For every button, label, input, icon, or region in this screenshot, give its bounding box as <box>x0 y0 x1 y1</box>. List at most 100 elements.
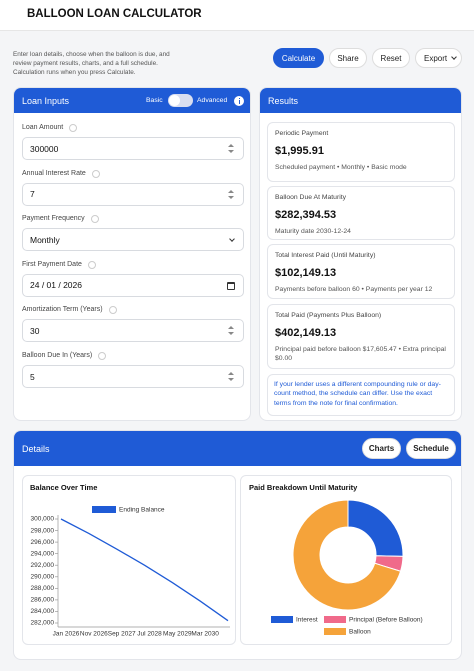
top-bar <box>0 0 474 31</box>
calendar-icon <box>227 281 235 290</box>
slice <box>292 499 402 611</box>
reset-button[interactable]: Reset <box>372 48 410 68</box>
x-tick-label: Sep 2027 <box>108 631 136 638</box>
slice <box>347 499 404 557</box>
y-tick-label: 282,000 <box>31 620 55 627</box>
legend-label: Principal (Before Balloon) <box>349 617 423 624</box>
field-value: 300000 <box>30 143 59 154</box>
result-card: Periodic Payment $1,995.91 Scheduled payme… <box>267 122 455 182</box>
x-tick-label: Nov 2026 <box>80 631 108 638</box>
result-card: Total Interest Paid (Until Maturity) $102… <box>267 244 455 299</box>
y-tick-label: 298,000 <box>31 527 55 534</box>
chevron <box>451 54 457 60</box>
help-icon <box>88 260 96 269</box>
legend-swatch <box>92 506 116 513</box>
spin-up <box>228 326 234 330</box>
x-tick-label: Jan 2026 <box>53 631 80 638</box>
spin-up <box>228 372 234 375</box>
help-icon <box>109 306 117 315</box>
y-tick-label: 288,000 <box>31 585 55 592</box>
result-value: $402,149.13 <box>275 327 337 339</box>
field-input[interactable]: 5 <box>22 365 244 388</box>
field-value: Monthly <box>30 234 60 245</box>
y-tick-label: 284,000 <box>31 608 55 615</box>
mode-advanced[interactable]: Advanced <box>197 97 228 104</box>
result-value: $282,394.53 <box>275 209 337 221</box>
spin-down <box>228 332 234 336</box>
y-tick-label: 300,000 <box>31 516 55 523</box>
help-icon <box>92 169 100 178</box>
toggle-knob <box>169 95 180 106</box>
info-icon[interactable] <box>234 96 244 106</box>
help-icon <box>69 124 77 132</box>
spin-down <box>228 378 234 381</box>
legend-swatch <box>324 628 346 635</box>
result-label: Periodic Payment <box>275 130 329 137</box>
x-tick-label: Jul 2028 <box>137 631 162 638</box>
result-label: Total Interest Paid (Until Maturity) <box>275 252 376 259</box>
inputs-panel: Loan Inputs Basic Advanced Loan Amount 30… <box>13 87 251 421</box>
legend-swatch <box>324 616 346 623</box>
legend-label: Interest <box>296 617 318 624</box>
y-tick-label: 290,000 <box>31 573 55 580</box>
field-input[interactable]: 300000 <box>22 137 244 160</box>
field-label: Amortization Term (Years) <box>22 306 103 314</box>
result-card: Total Paid (Payments Plus Balloon) $402,1… <box>267 304 455 369</box>
panel-title: Details <box>22 443 50 454</box>
result-label: Balloon Due At Maturity <box>275 194 347 201</box>
field-label: Annual Interest Rate <box>22 169 86 177</box>
intro: Enter loan details, choose when the ball… <box>13 51 170 76</box>
field-label: First Payment Date <box>22 260 82 268</box>
spin-up <box>228 144 234 147</box>
notice: If your lender uses a different compound… <box>267 374 455 416</box>
chart-title: Paid Breakdown Until Maturity <box>249 483 358 492</box>
x-tick-label: Mar 2030 <box>191 631 219 638</box>
select-chevron <box>229 236 235 243</box>
result-note: Maturity date 2030-12-24 <box>275 228 351 235</box>
field-input[interactable]: 7 <box>22 182 244 206</box>
help-icon <box>91 215 99 224</box>
panel-title: Loan Inputs <box>22 95 70 106</box>
y-tick-label: 286,000 <box>31 597 55 604</box>
field-value: 7 <box>30 189 35 200</box>
page-title: BALLOON LOAN CALCULATOR <box>27 8 202 20</box>
export-button[interactable]: Export <box>415 48 462 68</box>
result-label: Total Paid (Payments Plus Balloon) <box>275 312 382 319</box>
charts-tab[interactable]: Charts <box>362 438 401 459</box>
panel-header: Results <box>260 88 461 113</box>
legend-swatch <box>271 616 293 623</box>
result-value: $1,995.91 <box>275 145 324 157</box>
chart-title: Balance Over Time <box>30 483 97 492</box>
spin-down <box>228 150 234 153</box>
help-icon <box>98 352 106 360</box>
result-note: Payments before balloon 60 • Payments pe… <box>275 286 433 293</box>
mode-basic[interactable]: Basic <box>146 97 163 104</box>
spin-down <box>228 195 234 199</box>
legend-label: Ending Balance <box>119 507 165 514</box>
field-value: 5 <box>30 371 35 382</box>
field-label: Payment Frequency <box>22 215 85 223</box>
x-tick-label: May 2029 <box>163 631 192 638</box>
export-label: Export <box>424 53 448 63</box>
field-input[interactable]: 30 <box>22 319 244 343</box>
result-value: $102,149.13 <box>275 267 337 279</box>
y-tick-label: 294,000 <box>31 550 55 557</box>
panel-header: Loan Inputs <box>14 88 250 113</box>
share-button[interactable]: Share <box>329 48 367 68</box>
result-note: Scheduled payment • Monthly • Basic mode <box>275 164 407 171</box>
schedule-tab[interactable]: Schedule <box>406 438 456 459</box>
chart-card: Paid Breakdown Until Maturity Interest Pri… <box>240 475 452 645</box>
panel-title: Results <box>268 95 299 106</box>
result-card: Balloon Due At Maturity $282,394.53 Maturi… <box>267 186 455 240</box>
calculate-button[interactable]: Calculate <box>273 48 324 68</box>
field-input[interactable]: Monthly <box>22 228 244 252</box>
mode-toggle[interactable] <box>168 94 193 107</box>
result-note: Principal paid before balloon $17,605.47… <box>275 346 446 363</box>
chart-card: Balance Over Time 282,000 284,000 286,000 28… <box>22 475 236 645</box>
doughnut-chart: Paid Breakdown Until Maturity Interest Pri… <box>249 483 423 636</box>
y-tick-label: 292,000 <box>31 562 55 569</box>
results-panel: Results If your lender uses a different … <box>259 87 462 421</box>
legend-label: Balloon <box>349 629 371 636</box>
field-input[interactable]: 24 / 01 / 2026 <box>22 273 244 297</box>
spin-up <box>228 189 234 193</box>
